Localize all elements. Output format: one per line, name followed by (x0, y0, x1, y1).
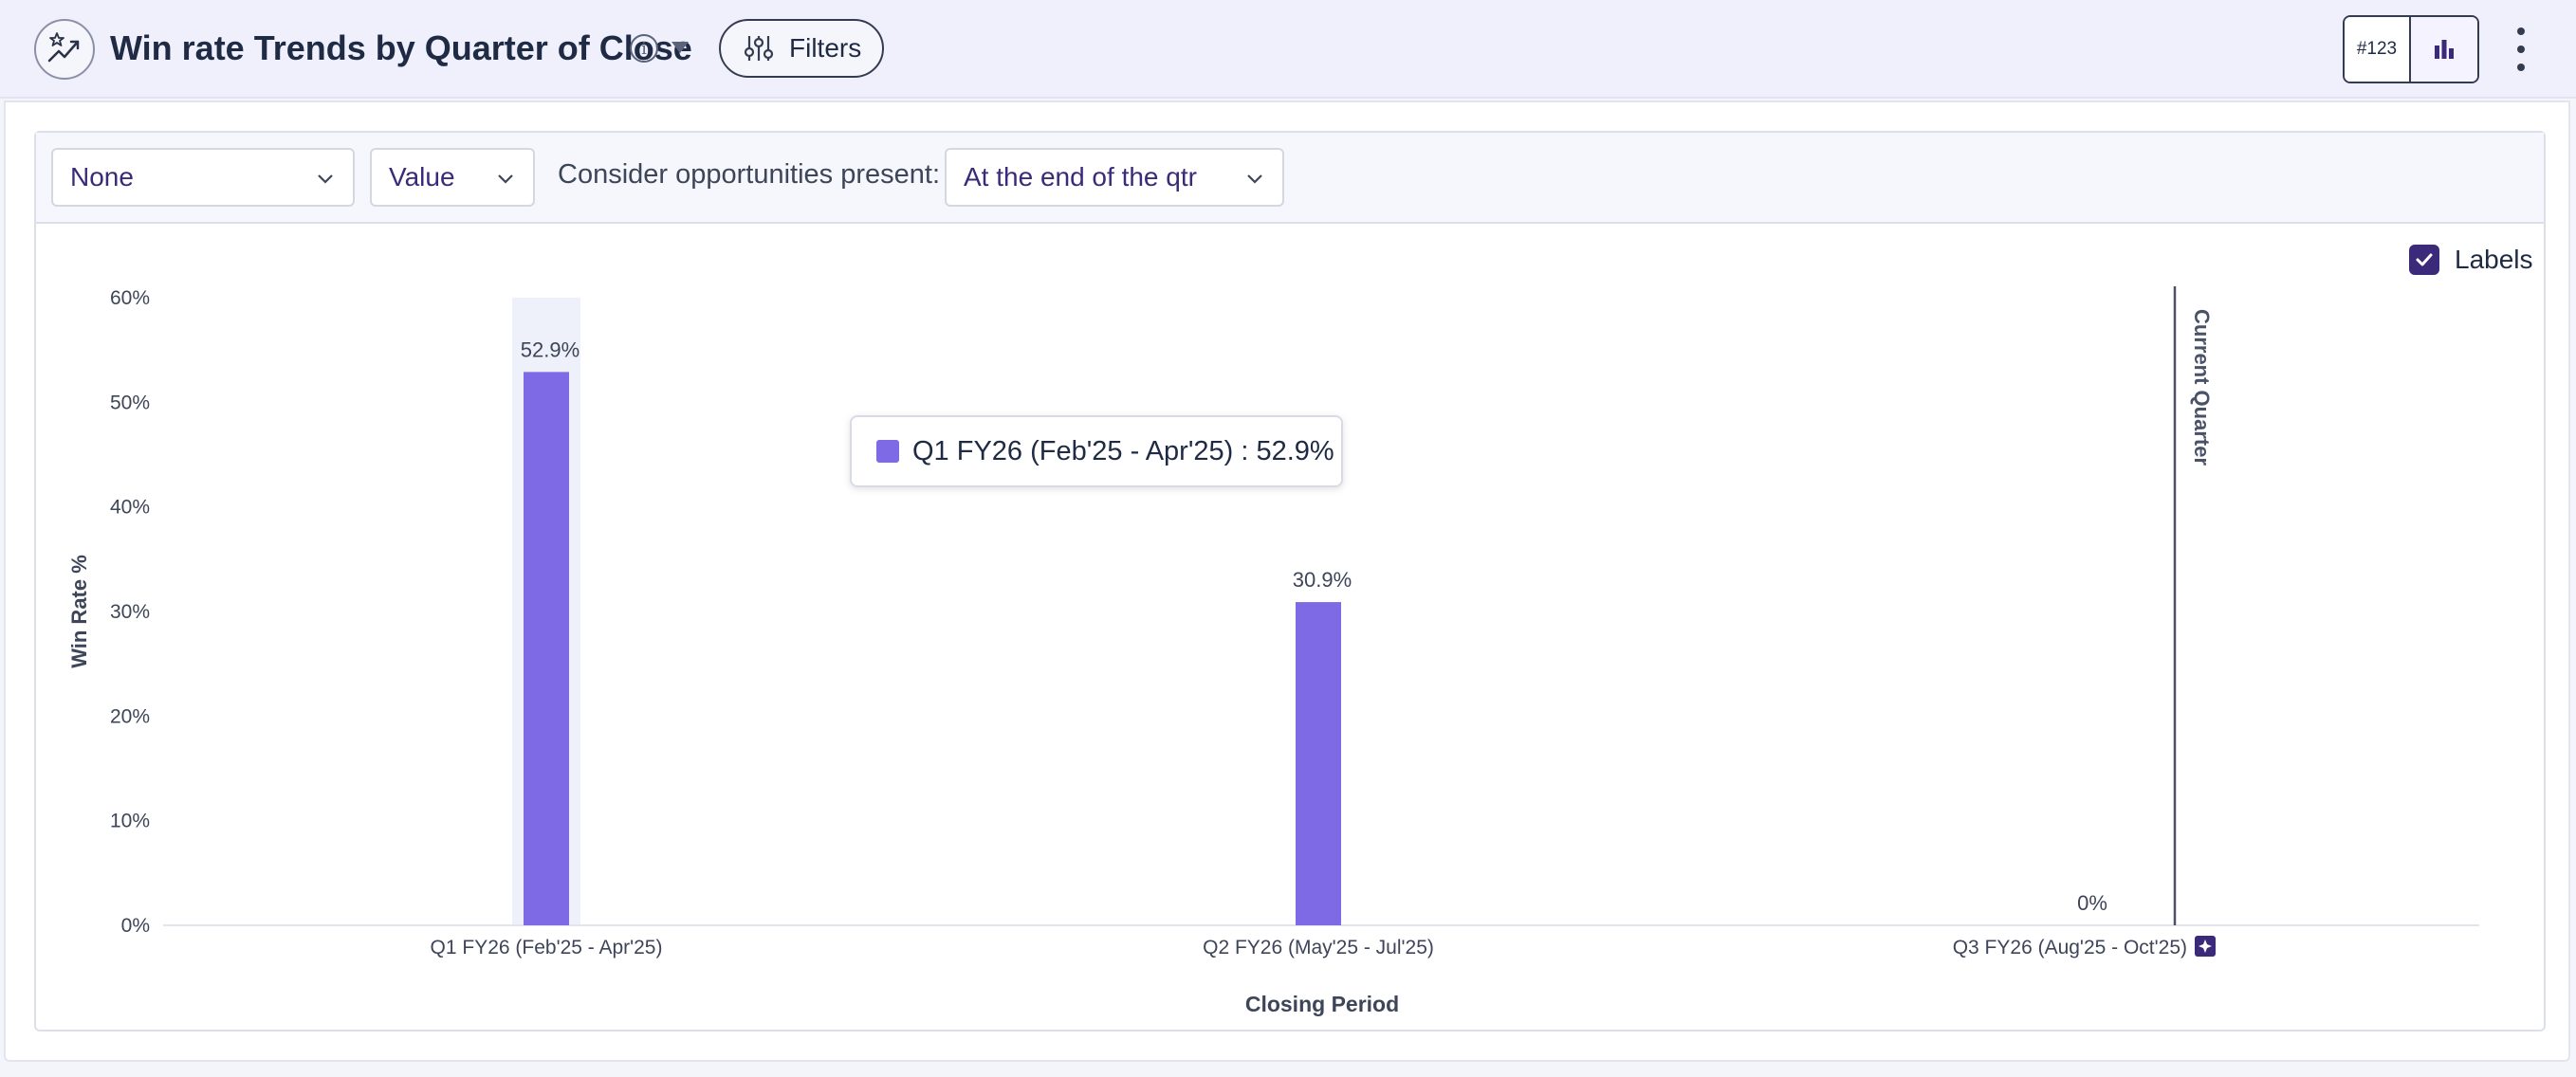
tooltip-swatch (876, 440, 899, 463)
check-icon (2416, 253, 2433, 266)
y-tick-label: 20% (110, 705, 150, 727)
x-tick-label: Q3 FY26 (Aug'25 - Oct'25) (1953, 937, 2187, 958)
consider-value: At the end of the qtr (964, 162, 1197, 192)
data-label: 52.9% (521, 338, 580, 361)
data-label: 30.9% (1293, 568, 1352, 592)
sliders-icon (744, 36, 774, 61)
measure-select[interactable]: Value (370, 148, 535, 207)
page-title: Win rate Trends by Quarter of Close (110, 28, 692, 67)
y-tick-label: 30% (110, 601, 150, 623)
y-tick-label: 0% (121, 915, 150, 937)
labels-toggle-label: Labels (2455, 245, 2533, 274)
current-quarter-marker-icon (2195, 936, 2216, 957)
labels-toggle[interactable]: Labels (2409, 245, 2533, 275)
y-tick-label: 40% (110, 497, 150, 519)
y-tick-label: 60% (110, 287, 150, 309)
labels-checkbox[interactable] (2409, 245, 2439, 275)
consider-select[interactable]: At the end of the qtr (945, 148, 1284, 207)
y-tick-label: 50% (110, 392, 150, 413)
chevron-down-icon (1247, 174, 1262, 184)
number-view-button[interactable]: #123 (2345, 17, 2411, 82)
x-axis-title: Closing Period (1245, 992, 1399, 1016)
bar (1296, 602, 1341, 925)
tooltip-text: Q1 FY26 (Feb'25 - Apr'25) : 52.9% (912, 435, 1334, 466)
widget-header: Win rate Trends by Quarter of Close i Fi… (0, 0, 2576, 99)
bar (524, 372, 569, 925)
x-tick-label: Q2 FY26 (May'25 - Jul'25) (1203, 937, 1434, 958)
current-quarter-label: Current Quarter (2190, 309, 2214, 465)
group-by-value: None (70, 162, 134, 192)
bar-chart-icon (2435, 40, 2454, 59)
group-by-select[interactable]: None (51, 148, 355, 207)
consider-label: Consider opportunities present: (558, 159, 941, 190)
chart-tooltip: Q1 FY26 (Feb'25 - Apr'25) : 52.9% (850, 415, 1343, 487)
x-tick-label: Q1 FY26 (Feb'25 - Apr'25) (431, 937, 663, 958)
view-toggle: #123 (2343, 15, 2479, 83)
more-options-icon[interactable] (2510, 23, 2532, 76)
filters-label: Filters (789, 33, 862, 63)
trend-chart-icon (34, 19, 95, 80)
chart-view-button[interactable] (2411, 17, 2477, 82)
filters-button[interactable]: Filters (719, 19, 884, 78)
caret-down-icon[interactable] (672, 42, 689, 53)
chevron-down-icon (318, 174, 333, 184)
y-tick-label: 10% (110, 811, 150, 832)
data-label: 0% (2077, 891, 2107, 915)
measure-value: Value (389, 162, 455, 192)
chevron-down-icon (498, 174, 513, 184)
y-axis-title: Win Rate % (67, 555, 91, 668)
info-icon[interactable]: i (630, 34, 658, 63)
chart-panel (34, 131, 2546, 1031)
